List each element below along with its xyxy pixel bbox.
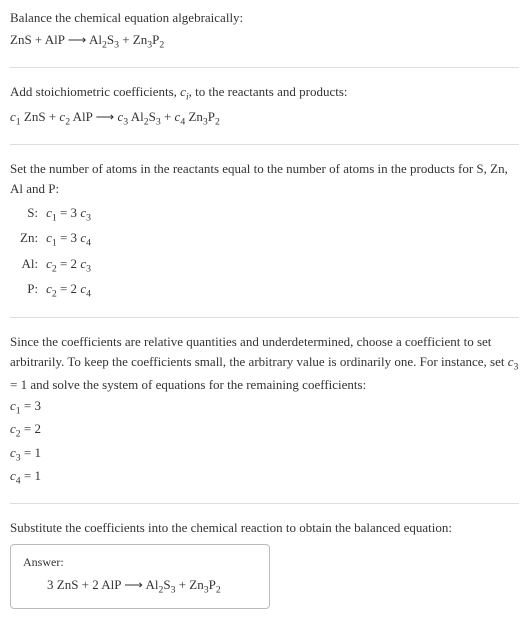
atoms-row: Zn: c1 = 3 c4	[16, 227, 95, 252]
stoich-section: Add stoichiometric coefficients, ci, to …	[10, 82, 519, 130]
solve-text: Since the coefficients are relative quan…	[10, 332, 519, 394]
divider	[10, 144, 519, 145]
atoms-element: Al:	[16, 253, 42, 278]
coef-line: c2 = 2	[10, 419, 519, 442]
final-text: Substitute the coefficients into the che…	[10, 518, 519, 538]
answer-box: Answer: 3 ZnS + 2 AlP ⟶ Al2S3 + Zn3P2	[10, 544, 270, 609]
stoich-equation: c1 ZnS + c2 AlP ⟶ c3 Al2S3 + c4 Zn3P2	[10, 107, 519, 130]
stoich-text-2: , to the reactants and products:	[189, 84, 348, 99]
intro-text: Balance the chemical equation algebraica…	[10, 8, 519, 28]
divider	[10, 317, 519, 318]
atoms-equation: c1 = 3 c3	[42, 202, 95, 227]
intro-equation: ZnS + AlP ⟶ Al2S3 + Zn3P2	[10, 30, 519, 53]
divider	[10, 67, 519, 68]
stoich-ci: ci	[180, 84, 189, 99]
coef-list: c1 = 3 c2 = 2 c3 = 1 c4 = 1	[10, 396, 519, 489]
atoms-row: Al: c2 = 2 c3	[16, 253, 95, 278]
atoms-row: P: c2 = 2 c4	[16, 278, 95, 303]
answer-equation: 3 ZnS + 2 AlP ⟶ Al2S3 + Zn3P2	[23, 575, 257, 598]
coef-line: c1 = 3	[10, 396, 519, 419]
atoms-equation: c2 = 2 c4	[42, 278, 95, 303]
stoich-text-1: Add stoichiometric coefficients,	[10, 84, 180, 99]
stoich-text: Add stoichiometric coefficients, ci, to …	[10, 82, 519, 105]
atoms-table: S: c1 = 3 c3 Zn: c1 = 3 c4 Al: c2 = 2 c3…	[16, 202, 95, 303]
final-section: Substitute the coefficients into the che…	[10, 518, 519, 609]
atoms-intro: Set the number of atoms in the reactants…	[10, 159, 519, 198]
divider	[10, 503, 519, 504]
atoms-element: S:	[16, 202, 42, 227]
coef-line: c3 = 1	[10, 443, 519, 466]
solve-section: Since the coefficients are relative quan…	[10, 332, 519, 489]
atoms-element: P:	[16, 278, 42, 303]
atoms-equation: c2 = 2 c3	[42, 253, 95, 278]
atoms-row: S: c1 = 3 c3	[16, 202, 95, 227]
atoms-section: Set the number of atoms in the reactants…	[10, 159, 519, 303]
coef-line: c4 = 1	[10, 466, 519, 489]
atoms-equation: c1 = 3 c4	[42, 227, 95, 252]
intro-section: Balance the chemical equation algebraica…	[10, 8, 519, 53]
answer-label: Answer:	[23, 553, 257, 571]
atoms-element: Zn:	[16, 227, 42, 252]
